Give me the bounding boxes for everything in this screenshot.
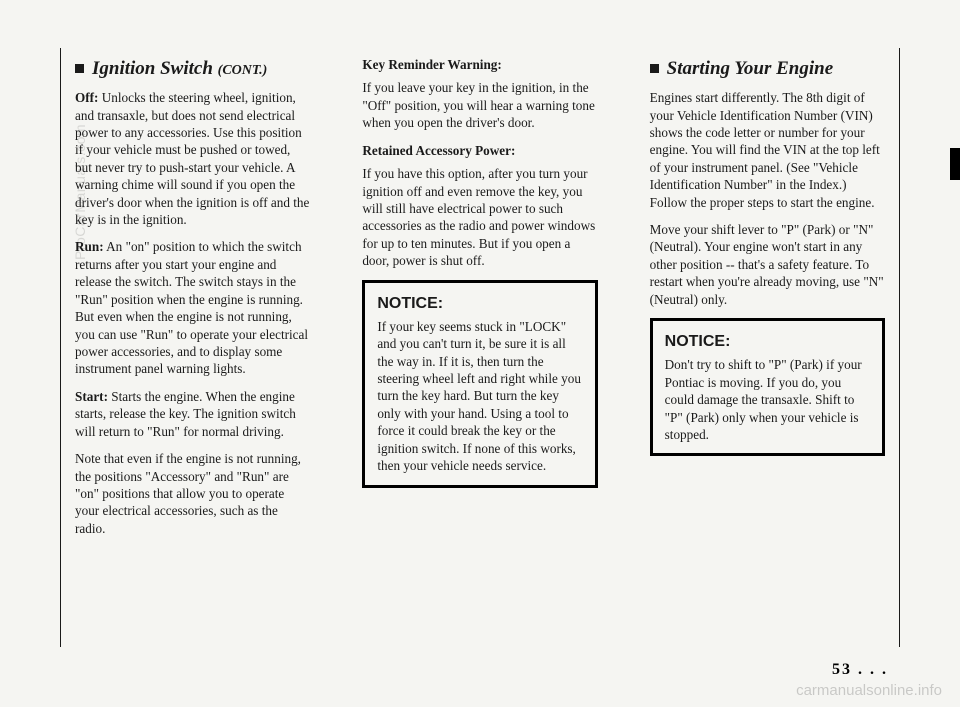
edge-tab	[950, 148, 960, 180]
start-paragraph: Start: Starts the engine. When the engin…	[75, 388, 310, 440]
notice-box-1: NOTICE: If your key seems stuck in "LOCK…	[362, 280, 597, 488]
off-label: Off:	[75, 90, 98, 105]
off-text: Unlocks the steering wheel, ignition, an…	[75, 90, 309, 227]
run-paragraph: Run: An "on" position to which the switc…	[75, 238, 310, 377]
heading-text: Ignition Switch	[92, 58, 213, 79]
retained-text: If you have this option, after you turn …	[362, 165, 597, 270]
run-text: An "on" position to which the switch ret…	[75, 239, 308, 376]
notice-text-1: If your key seems stuck in "LOCK" and yo…	[377, 318, 582, 475]
notice-text-2: Don't try to shift to "P" (Park) if your…	[665, 356, 870, 443]
watermark-side: ProCarManuals.com	[72, 124, 88, 260]
key-reminder-text: If you leave your key in the ignition, i…	[362, 79, 597, 131]
manual-page: Ignition Switch (CONT.) Off: Unlocks the…	[60, 48, 900, 647]
column-3: Starting Your Engine Engines start diffe…	[636, 48, 900, 647]
col1-heading: Ignition Switch (CONT.)	[75, 56, 310, 81]
col3-heading: Starting Your Engine	[650, 56, 885, 81]
page-number: 53 . . .	[832, 661, 888, 679]
notice-title-1: NOTICE:	[377, 293, 582, 314]
key-reminder-head: Key Reminder Warning:	[362, 56, 597, 73]
heading-text-3: Starting Your Engine	[667, 58, 834, 79]
bullet-icon	[75, 64, 84, 73]
col3-p1: Engines start differently. The 8th digit…	[650, 89, 885, 211]
start-text: Starts the engine. When the engine start…	[75, 389, 296, 439]
heading-cont: (CONT.)	[218, 63, 268, 78]
col3-p2: Move your shift lever to "P" (Park) or "…	[650, 221, 885, 308]
watermark-bottom: carmanualsonline.info	[796, 682, 942, 699]
notice-box-2: NOTICE: Don't try to shift to "P" (Park)…	[650, 318, 885, 456]
start-label: Start:	[75, 389, 108, 404]
bullet-icon	[650, 64, 659, 73]
retained-head: Retained Accessory Power:	[362, 142, 597, 159]
note-paragraph: Note that even if the engine is not runn…	[75, 450, 310, 537]
column-1: Ignition Switch (CONT.) Off: Unlocks the…	[60, 48, 324, 647]
notice-title-2: NOTICE:	[665, 331, 870, 352]
off-paragraph: Off: Unlocks the steering wheel, ignitio…	[75, 89, 310, 228]
column-2: Key Reminder Warning: If you leave your …	[348, 48, 611, 647]
